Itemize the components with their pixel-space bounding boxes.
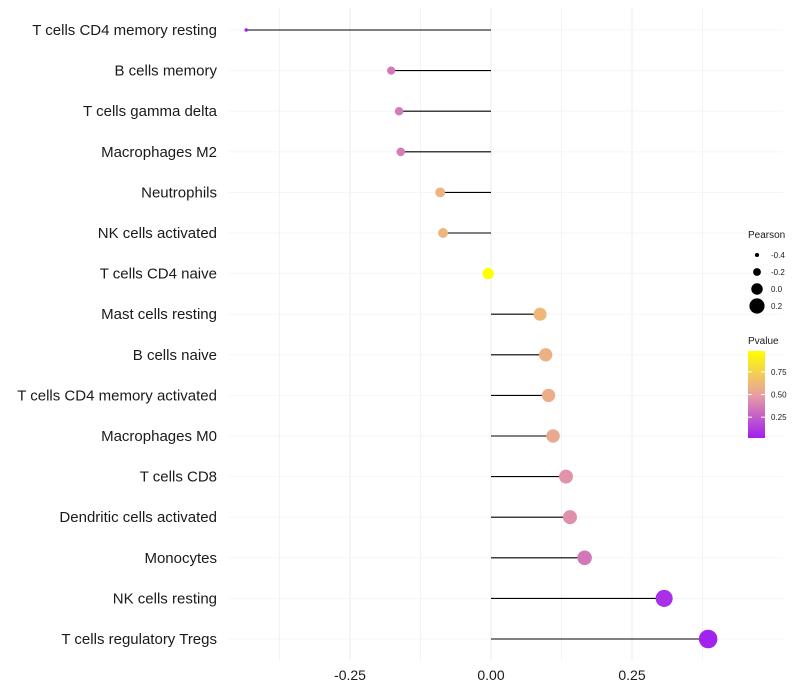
- grid: [229, 8, 783, 660]
- lollipop-point: [541, 388, 556, 403]
- lollipop-point: [396, 147, 406, 157]
- size-legend-key: [753, 268, 761, 276]
- size-legend-key: [749, 298, 765, 314]
- category-label: T cells CD4 naive: [100, 266, 217, 283]
- x-tick-labels: -0.25 0.00 0.25: [334, 667, 646, 683]
- lollipop-point: [539, 348, 553, 362]
- lollipop-point: [698, 629, 718, 649]
- color-legend-bar: [748, 351, 765, 438]
- size-legend-label: 0.2: [771, 302, 783, 311]
- category-label: B cells naive: [133, 347, 217, 364]
- color-legend-label: 0.75: [771, 368, 787, 377]
- lollipop-point: [394, 106, 404, 116]
- color-legend-label: 0.50: [771, 391, 787, 400]
- size-legend: Pearson -0.4 -0.2 0.0 0.2: [748, 230, 785, 314]
- category-label: T cells gamma delta: [83, 103, 218, 120]
- size-legend-key: [754, 252, 760, 258]
- lollipop-point: [244, 28, 248, 32]
- lollipop-point: [559, 469, 573, 484]
- category-label: Macrophages M2: [101, 144, 217, 161]
- lollipop-point: [655, 589, 673, 607]
- category-label: T cells regulatory Tregs: [61, 631, 217, 648]
- color-legend: Pvalue 0.75 0.50 0.25: [748, 336, 787, 438]
- size-legend-label: 0.0: [771, 285, 783, 294]
- category-label: T cells CD4 memory activated: [17, 387, 217, 404]
- category-label: Macrophages M0: [101, 428, 217, 445]
- stems: [246, 29, 709, 640]
- category-label: T cells CD8: [140, 469, 217, 486]
- lollipop-point: [562, 510, 577, 525]
- size-legend-label: -0.4: [771, 251, 785, 260]
- category-label: NK cells activated: [98, 225, 217, 242]
- category-label: Mast cells resting: [101, 306, 217, 323]
- lollipop-point: [577, 550, 592, 566]
- category-label: NK cells resting: [113, 590, 217, 607]
- category-label: Neutrophils: [141, 184, 217, 201]
- size-legend-key: [751, 283, 763, 295]
- x-tick-label: 0.00: [477, 667, 504, 683]
- color-legend-label: 0.25: [771, 413, 787, 422]
- category-label: B cells memory: [114, 63, 217, 80]
- x-tick-label: -0.25: [334, 667, 366, 683]
- lollipop-point: [438, 228, 449, 238]
- category-label: T cells CD4 memory resting: [32, 22, 217, 39]
- points: [244, 28, 718, 649]
- lollipop-point: [546, 429, 560, 443]
- lollipop-point: [435, 187, 446, 198]
- size-legend-title: Pearson: [748, 230, 785, 241]
- category-label: Dendritic cells activated: [59, 509, 217, 526]
- category-labels: T cells CD4 memory resting B cells memory…: [17, 22, 217, 648]
- category-label: Monocytes: [144, 550, 217, 567]
- lollipop-point: [482, 267, 494, 280]
- lollipop-point: [387, 66, 396, 75]
- color-legend-title: Pvalue: [748, 336, 779, 347]
- x-tick-label: 0.25: [618, 667, 645, 683]
- lollipop-point: [533, 307, 547, 321]
- size-legend-label: -0.2: [771, 268, 785, 277]
